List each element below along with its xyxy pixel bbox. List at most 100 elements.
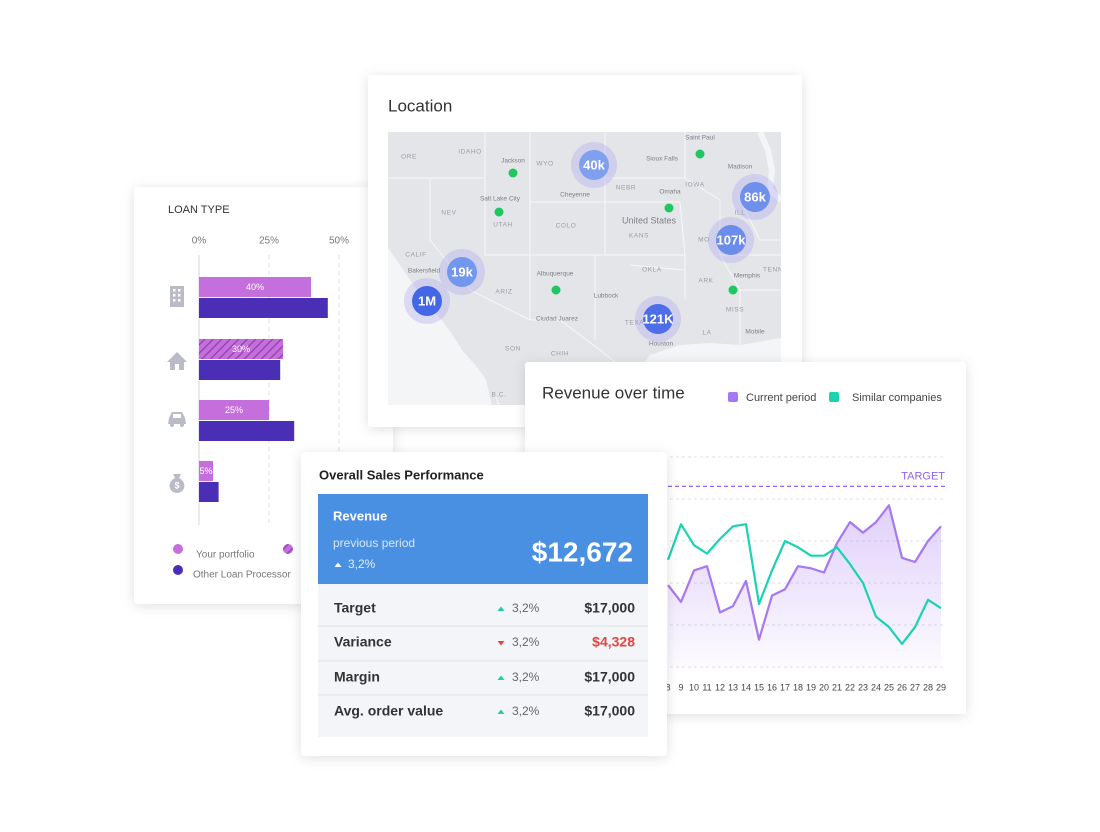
city-label: Salt Lake City (480, 196, 521, 203)
state-label: LA (702, 330, 711, 337)
arrow-down (497, 641, 505, 646)
row-value: $17,000 (584, 669, 635, 685)
city-label: United States (622, 215, 677, 225)
x-tick-label: 13 (728, 682, 738, 692)
revenue-sublabel: previous period (333, 536, 415, 550)
line (667, 504, 942, 641)
state-label: ARK (698, 278, 713, 285)
state-label: B.C. (491, 392, 506, 399)
revenue-value: $12,672 (532, 536, 633, 567)
x-tick-label: 21 (832, 682, 842, 692)
card-title: LOAN TYPE (168, 204, 230, 216)
state-label: TEXAS (625, 320, 649, 327)
city-label: Memphis (734, 273, 761, 280)
area (668, 505, 941, 667)
city-label: Cheyenne (560, 192, 590, 199)
svg-text:$: $ (174, 480, 179, 490)
location-dot (508, 168, 518, 178)
card-title: Revenue over time (542, 383, 685, 402)
cluster (643, 304, 673, 334)
state-label: CALIF (405, 252, 426, 259)
card-title: Location (388, 96, 452, 115)
row-value: $4,328 (592, 634, 635, 650)
x-tick-label: 15 (754, 682, 764, 692)
card-title: Overall Sales Performance (319, 467, 484, 482)
x-tick-label: 20 (819, 682, 829, 692)
state-label: TENN (763, 267, 783, 274)
legend-swatch (728, 392, 738, 402)
revenue-panel (318, 494, 648, 584)
state-label: IOWA (685, 182, 705, 189)
cluster-label: 40k (583, 157, 605, 172)
x-tick-label: 23 (858, 682, 868, 692)
icon-building (170, 286, 184, 307)
icon-house (167, 352, 187, 370)
lake (757, 132, 781, 203)
cluster (740, 182, 770, 212)
legend-swatch (283, 544, 293, 554)
legend-swatch (173, 544, 183, 554)
x-tick-label: 9 (678, 682, 683, 692)
legend-label: Current period (746, 392, 816, 404)
city-label: Omaha (659, 189, 681, 196)
x-tick-label: 11 (702, 682, 711, 692)
arrow-up (497, 675, 505, 680)
x-tick-label: 25 (884, 682, 894, 692)
x-tick-label: 29 (936, 682, 946, 692)
line (666, 523, 942, 645)
city-label: Madison (728, 164, 753, 171)
location-dot (728, 285, 738, 295)
state-label: SON (505, 346, 521, 353)
x-tick-label: 27 (910, 682, 920, 692)
target-label: TARGET (901, 470, 945, 482)
state-label: ILL (735, 210, 746, 217)
state-label: MISS (726, 307, 744, 314)
bar (199, 339, 283, 359)
location-card: Location ORE IDAHO WYO NEV UTAH COLO NEBR KANS I… (368, 75, 802, 427)
bar-label: 5% (199, 466, 212, 476)
icon-money-bag: $ (169, 474, 185, 493)
row-value: $17,000 (584, 703, 635, 719)
city-label: Ciudad Juarez (536, 316, 578, 323)
state-label: NEV (441, 210, 456, 217)
city-label: Saint Paul (685, 135, 715, 142)
city-label: Jackson (501, 158, 525, 165)
cluster-label: 1M (418, 293, 436, 308)
cluster-label: 107k (717, 232, 747, 247)
revenue-label: Revenue (333, 508, 387, 523)
map: ORE IDAHO WYO NEV UTAH COLO NEBR KANS IOWA MO OKLA… (388, 132, 783, 405)
bar (199, 400, 269, 420)
bar-label: 40% (246, 282, 264, 292)
row-label: Target (334, 600, 376, 616)
state-label: CHIH (551, 351, 569, 358)
x-tick-label: 0% (192, 236, 207, 247)
x-tick-label: 17 (780, 682, 790, 692)
x-tick-label: 25% (259, 236, 279, 247)
row-change: 3,2% (512, 670, 540, 684)
city-label: Houston (649, 341, 674, 348)
city-label: Bakersfield (408, 268, 441, 275)
legend-swatch (173, 565, 183, 575)
arrow-up (334, 562, 342, 567)
cluster (412, 286, 442, 316)
state-label: ARIZ (495, 289, 512, 296)
location-dot (695, 149, 705, 159)
revenue-card: Revenue over time Current period Similar … (525, 362, 966, 714)
icon-car (168, 412, 186, 427)
state-label: MO (698, 237, 710, 244)
revenue-change: 3,2% (348, 557, 376, 571)
x-tick-label: 10 (689, 682, 699, 692)
x-tick-label: 19 (806, 682, 816, 692)
location-dot (494, 207, 504, 217)
x-tick-label: 12 (715, 682, 725, 692)
x-tick-label: 24 (871, 682, 881, 692)
legend-swatch (829, 392, 839, 402)
x-tick-label: 22 (845, 682, 855, 692)
state-label: KANS (629, 233, 649, 240)
bar (199, 461, 213, 481)
row-change: 3,2% (512, 601, 540, 615)
state-label: WYO (536, 161, 553, 168)
state-label: COLO (556, 223, 577, 230)
cluster-label: 19k (451, 264, 473, 279)
